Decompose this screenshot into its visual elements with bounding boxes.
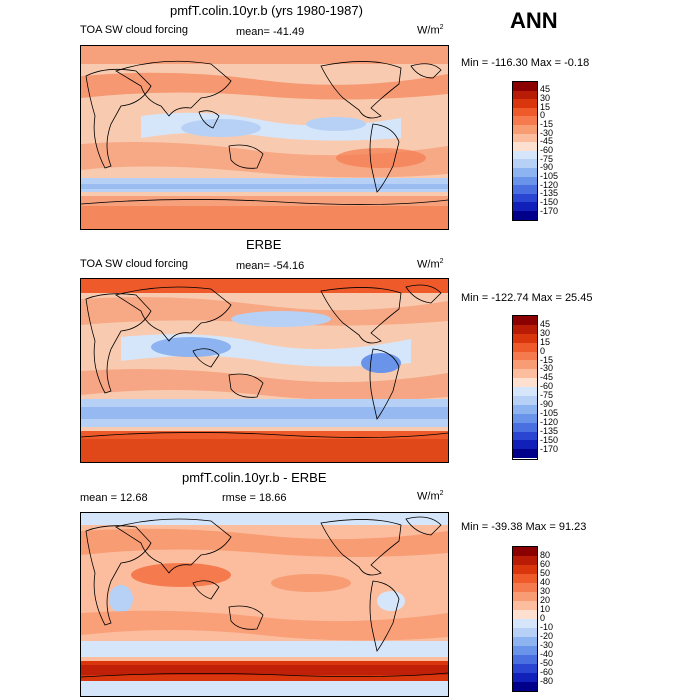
panel2-minmax: Min = -122.74 Max = 25.45 [461,292,593,304]
panel3-minmax: Min = -39.38 Max = 91.23 [461,521,587,533]
cb3-label: 10 [540,604,551,614]
cb1-label: -90 [540,162,554,172]
cb1-label: -60 [540,145,554,155]
cb3-label: -50 [540,658,554,668]
panel3-title: pmfT.colin.10yr.b - ERBE [182,470,327,485]
cb3-label: -10 [540,622,554,632]
cb1-label: -135 [540,188,559,198]
panel1-minmax: Min = -116.30 Max = -0.18 [461,57,590,69]
panel3-rmse: rmse = 18.66 [222,492,287,504]
cb2-label: 45 [540,319,551,329]
season-label: ANN [510,8,558,33]
cb2-label: 15 [540,337,551,347]
cb1-label: -30 [540,128,554,138]
cb2-label: -120 [540,417,559,427]
cb3-label: -80 [540,676,554,686]
cb1-label: 45 [540,84,551,94]
cb3-label: 30 [540,586,551,596]
cb3-label: -40 [540,649,554,659]
cb1-label: -75 [540,154,554,164]
panel1-map [80,45,449,230]
panel2-colorbar [512,315,538,460]
panel2-map [80,278,449,463]
cb1-label: 0 [540,110,546,120]
panel2-units: W/m2 [417,258,444,271]
panel1-units: W/m2 [417,24,444,37]
cb1-label: -120 [540,180,559,190]
cb2-label: -105 [540,408,559,418]
cb2-label: -170 [540,444,559,454]
cb3-label: 40 [540,577,551,587]
cb2-label: -45 [540,372,554,382]
cb2-label: 0 [540,346,546,356]
cb2-label: -15 [540,355,554,365]
panel3-units: W/m2 [417,490,444,503]
cb2-label: -60 [540,381,554,391]
cb3-label: 0 [540,613,546,623]
panel1-colorbar [512,81,538,221]
cb2-label: -150 [540,435,559,445]
cb3-label: -20 [540,631,554,641]
cb3-label: 60 [540,559,551,569]
cb1-label: -105 [540,171,559,181]
cb3-label: -30 [540,640,554,650]
panel3-colorbar [512,546,538,692]
panel2-title: ERBE [246,237,282,252]
cb3-label: 80 [540,550,551,560]
panel1-field-label: TOA SW cloud forcing [80,24,189,36]
cb1-label: -170 [540,206,559,216]
cb3-label: -60 [540,667,554,677]
cb1-label: 15 [540,102,551,112]
cb1-label: -45 [540,136,554,146]
cb1-label: 30 [540,93,551,103]
cb1-label: -15 [540,119,554,129]
panel2-mean: mean= -54.16 [236,260,305,272]
panel2-field-label: TOA SW cloud forcing [80,258,189,270]
panel3-map [80,512,449,697]
cb2-label: -30 [540,363,554,373]
cb2-label: 30 [540,328,551,338]
cb2-label: -135 [540,426,559,436]
panel1-title: pmfT.colin.10yr.b (yrs 1980-1987) [170,3,363,18]
cb1-label: -150 [540,197,559,207]
panel1-mean: mean= -41.49 [236,26,305,38]
cb2-label: -75 [540,390,554,400]
panel3-mean: mean = 12.68 [80,492,148,504]
cb3-label: 20 [540,595,551,605]
cb2-label: -90 [540,399,554,409]
cb3-label: 50 [540,568,551,578]
